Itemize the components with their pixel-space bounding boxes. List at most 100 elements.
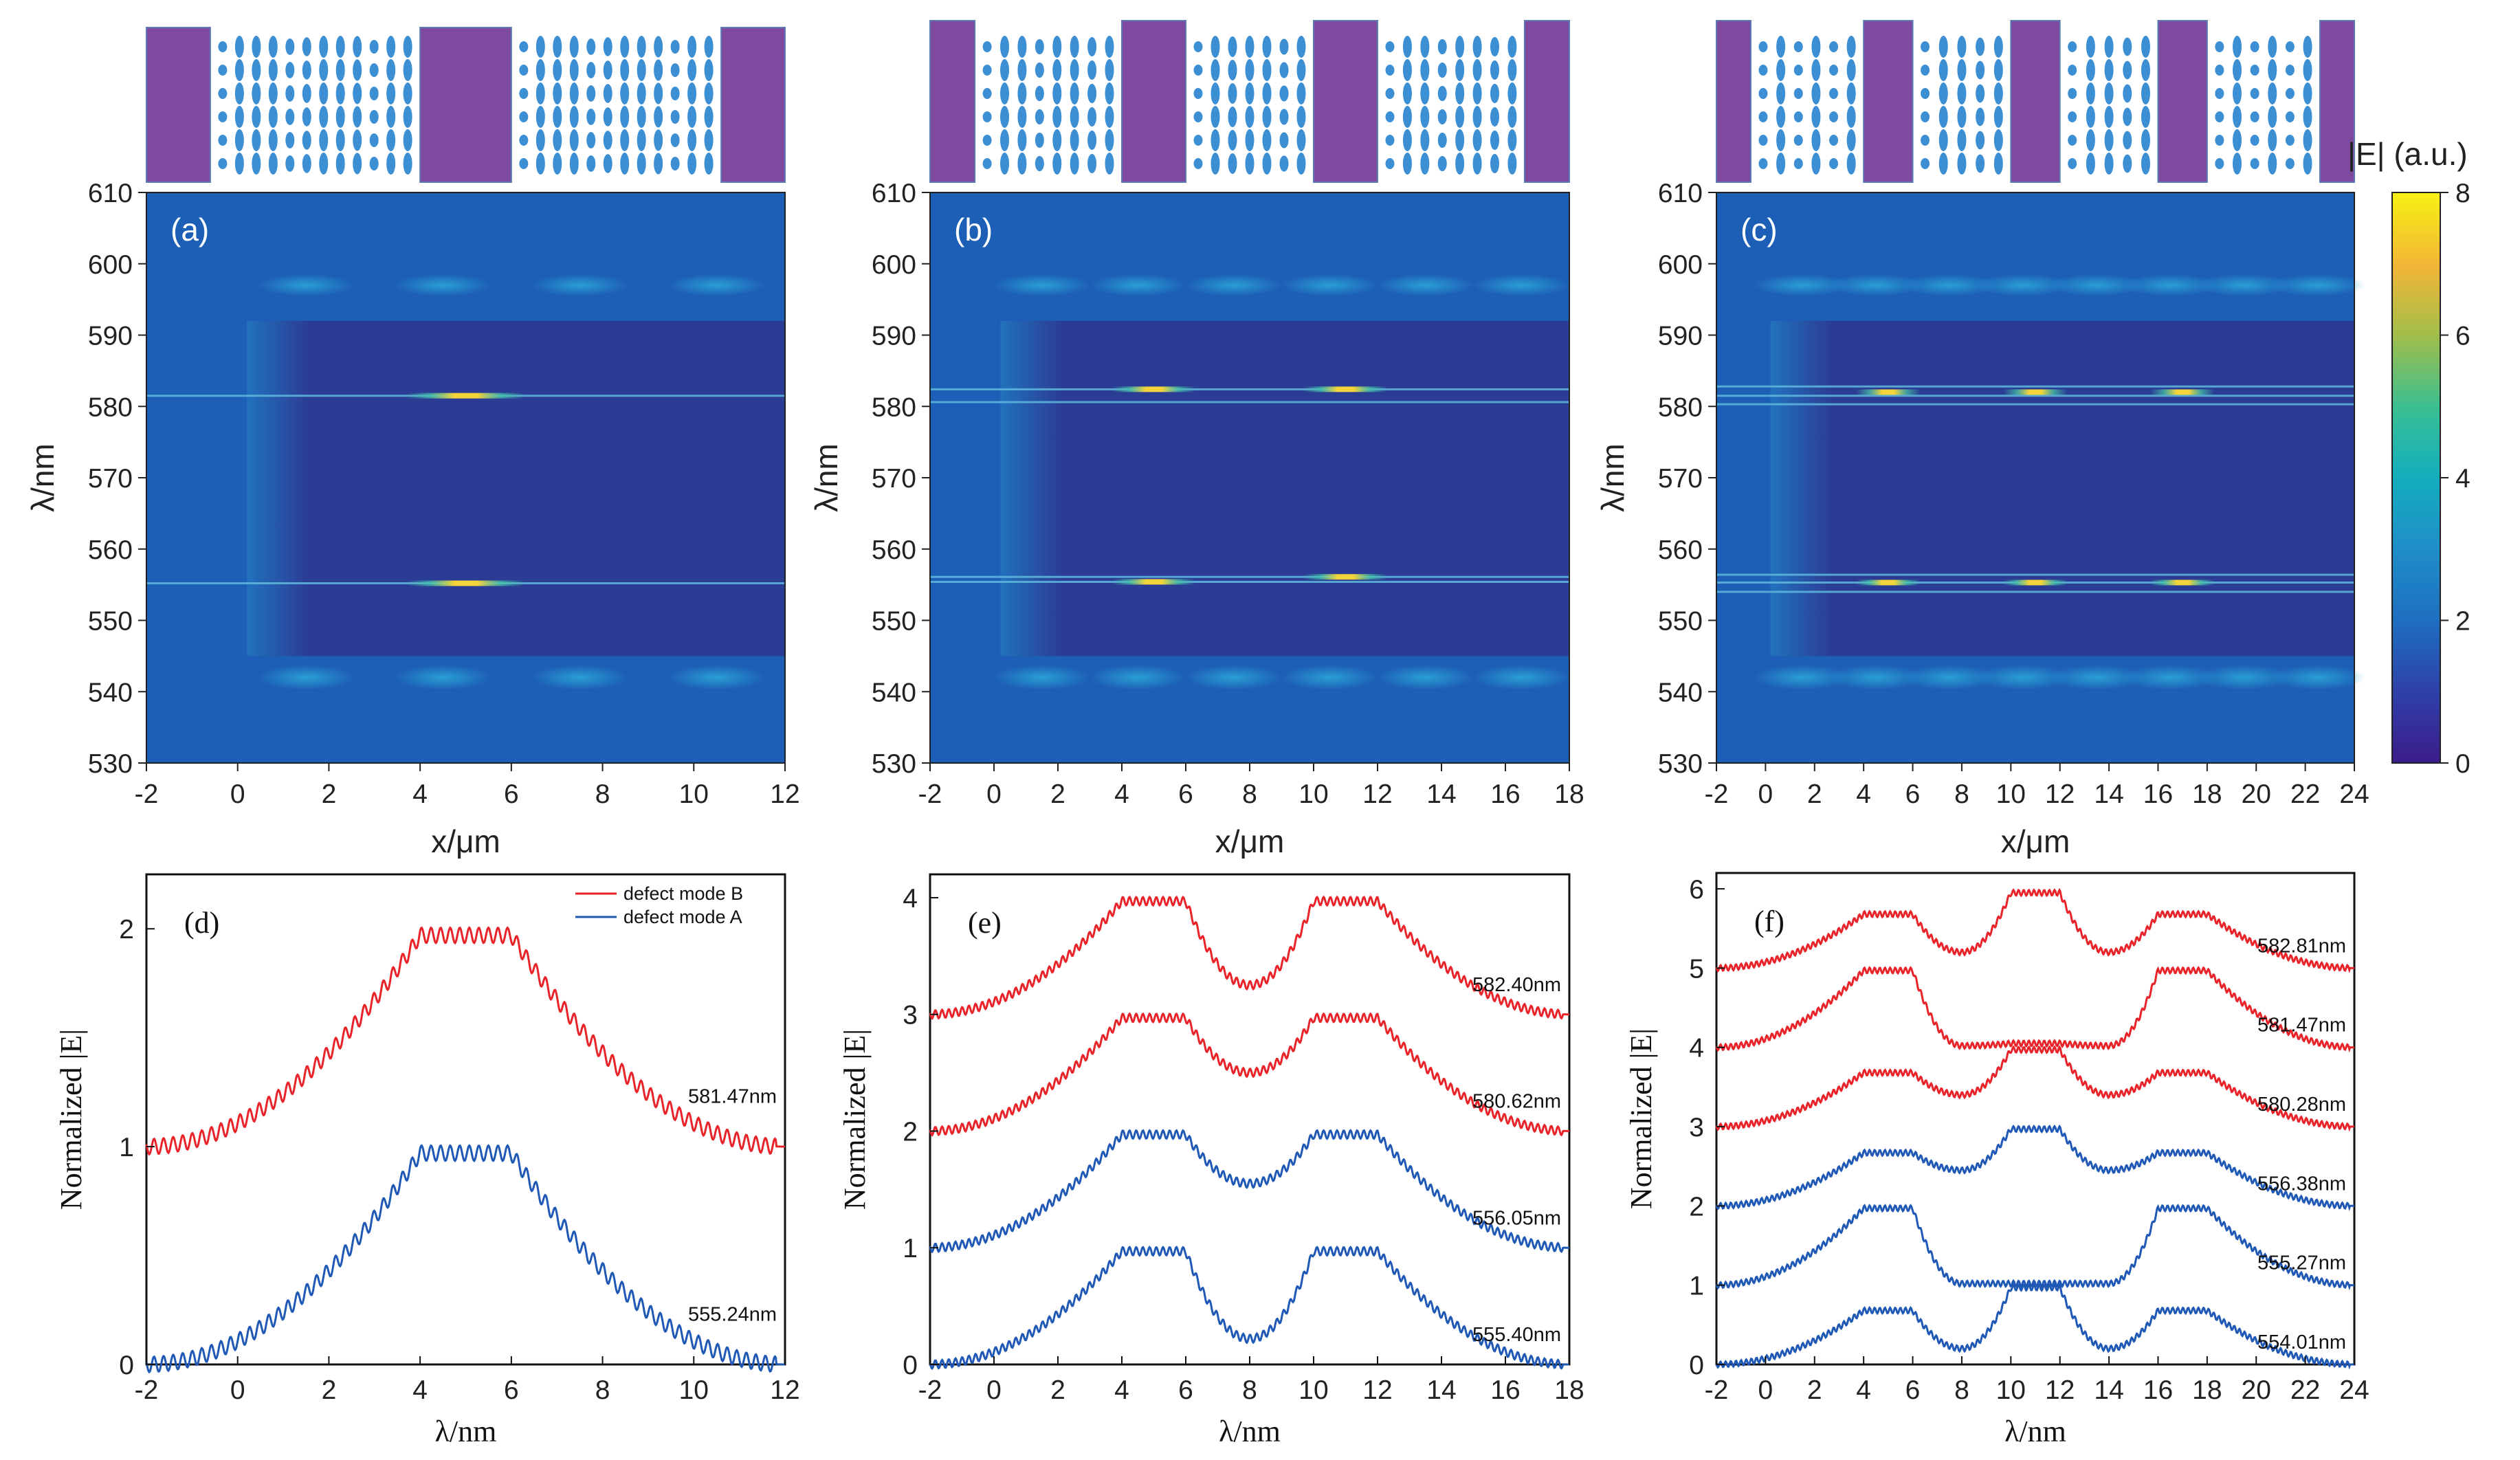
liquid-crystal-molecule [1087, 130, 1097, 151]
liquid-crystal-molecule [1472, 82, 1482, 104]
liquid-crystal-molecule [2123, 37, 2132, 56]
liquid-crystal-molecule [2285, 65, 2295, 76]
series-wavelength-label: 581.47nm [2257, 1015, 2346, 1037]
liquid-crystal-molecule [1193, 135, 1203, 146]
liquid-crystal-molecule [1507, 153, 1517, 175]
liquid-crystal-molecule [654, 153, 663, 175]
liquid-crystal-molecule [2086, 59, 2095, 81]
mirror-block [2319, 20, 2355, 183]
liquid-crystal-molecule [704, 82, 714, 104]
x-tick-label: 10 [1996, 779, 2026, 809]
liquid-crystal-molecule [268, 106, 278, 128]
x-tick-label: -2 [135, 779, 159, 809]
mirror-block [1863, 20, 1914, 183]
liquid-crystal-molecule [335, 106, 345, 128]
liquid-crystal-molecule [1211, 153, 1220, 175]
upper-band-glow [1185, 274, 1282, 296]
liquid-crystal-molecule [1811, 59, 1821, 81]
heatmap-c: -2 0 2 4 6 8 10 12 14 16 18 20 22 2453054055056057058… [1595, 179, 2369, 859]
liquid-crystal-molecule [1402, 82, 1412, 104]
liquid-crystal-molecule [1193, 41, 1203, 52]
x-tick-label: 24 [2339, 1375, 2369, 1405]
series-line-red [1715, 1045, 2354, 1132]
liquid-crystal-molecule [218, 88, 228, 99]
liquid-crystal-molecule [1993, 82, 2003, 104]
liquid-crystal-molecule [1228, 107, 1237, 127]
liquid-crystal-molecule [2232, 82, 2242, 104]
liquid-crystal-molecule [2123, 131, 2132, 150]
liquid-crystal-molecule [1017, 129, 1027, 151]
liquid-crystal-molecule [319, 82, 329, 104]
liquid-crystal-molecule [369, 87, 379, 100]
liquid-crystal-molecule [1490, 153, 1499, 174]
liquid-crystal-molecule [1245, 59, 1255, 81]
liquid-crystal-molecule [369, 63, 379, 77]
liquid-crystal-molecule [1211, 82, 1220, 104]
liquid-crystal-molecule [2232, 129, 2242, 151]
liquid-crystal-molecule [1455, 106, 1465, 128]
liquid-crystal-molecule [1776, 129, 1786, 151]
liquid-crystal-molecule [1957, 59, 1967, 81]
liquid-crystal-molecule [1245, 82, 1255, 104]
liquid-crystal-molecule [218, 111, 228, 122]
liquid-crystal-molecule [1472, 59, 1482, 81]
liquid-crystal-molecule [1017, 153, 1027, 175]
liquid-crystal-molecule [2104, 36, 2114, 58]
colorbar-gradient [2391, 192, 2441, 764]
liquid-crystal-molecule [982, 158, 992, 169]
y-tick-label: 3 [1689, 1113, 1704, 1142]
liquid-crystal-molecule [569, 82, 579, 104]
liquid-crystal-molecule [704, 59, 714, 81]
x-tick-label: 16 [1490, 1375, 1520, 1405]
liquid-crystal-molecule [1793, 111, 1803, 122]
liquid-crystal-molecule [252, 129, 261, 151]
liquid-crystal-molecule [353, 59, 362, 81]
liquid-crystal-molecule [1087, 153, 1097, 174]
x-tick-label: 6 [1905, 1375, 1921, 1405]
liquid-crystal-molecule [603, 37, 612, 56]
liquid-crystal-molecule [1938, 36, 1948, 58]
liquid-crystal-molecule [1105, 129, 1114, 151]
liquid-crystal-molecule [1993, 153, 2003, 175]
liquid-crystal-molecule [1193, 65, 1203, 76]
liquid-crystal-molecule [704, 153, 714, 175]
liquid-crystal-molecule [252, 82, 261, 104]
liquid-crystal-molecule [1262, 153, 1272, 175]
x-tick-label: 14 [2094, 779, 2123, 809]
liquid-crystal-molecule [586, 155, 596, 172]
liquid-crystal-molecule [1976, 60, 1985, 80]
panel-label: (d) [184, 906, 219, 940]
x-tick-label: 16 [1490, 779, 1520, 809]
liquid-crystal-molecule [252, 153, 261, 175]
y-tick-label: 1 [903, 1234, 918, 1263]
upper-band-glow [258, 274, 355, 296]
bandgap-edge-glow [1000, 320, 1063, 656]
liquid-crystal-molecule [1017, 59, 1027, 81]
liquid-crystal-molecule [535, 129, 545, 151]
liquid-crystal-molecule [687, 129, 697, 151]
liquid-crystal-molecule [569, 153, 579, 175]
liquid-crystal-molecule [335, 129, 345, 151]
lower-band-glow [2122, 665, 2219, 690]
liquid-crystal-molecule [1211, 59, 1220, 81]
liquid-crystal-molecule [2250, 88, 2259, 99]
liquid-crystal-molecule [1811, 106, 1821, 128]
liquid-crystal-molecule [252, 36, 261, 58]
liquid-crystal-molecule [1846, 129, 1856, 151]
liquid-crystal-molecule [1793, 158, 1803, 169]
liquid-crystal-molecule [603, 131, 612, 150]
lower-band-glow [1281, 665, 1378, 690]
liquid-crystal-molecule [1811, 82, 1821, 104]
x-tick-label: 14 [1426, 779, 1456, 809]
x-axis-label: λ/nm [1219, 1415, 1281, 1448]
liquid-crystal-molecule [1938, 153, 1948, 175]
liquid-crystal-molecule [319, 106, 329, 128]
liquid-crystal-molecule [1829, 111, 1839, 122]
panel-label: (e) [968, 906, 1002, 940]
y-tick-label: 560 [872, 535, 916, 565]
liquid-crystal-molecule [535, 82, 545, 104]
liquid-crystal-molecule [386, 59, 396, 81]
